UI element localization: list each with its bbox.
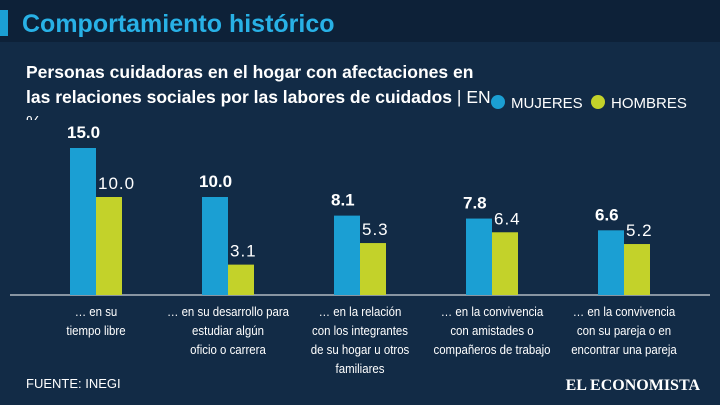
value-label: 10.0 — [199, 172, 232, 191]
x-tick-label: … en la convivencia con amistades o comp… — [433, 304, 551, 357]
bar — [70, 148, 96, 295]
value-label: 5.2 — [626, 221, 653, 240]
bar — [96, 197, 122, 295]
bar — [492, 232, 518, 295]
value-label: 6.6 — [595, 205, 619, 224]
bar — [360, 243, 386, 295]
unit: EN % — [26, 87, 491, 120]
bar — [598, 230, 624, 295]
value-label: 8.1 — [331, 191, 355, 210]
bar — [228, 264, 254, 295]
value-label: 6.4 — [494, 209, 521, 228]
bar — [202, 197, 228, 295]
header-title: Comportamiento histórico — [22, 10, 335, 38]
bar — [466, 218, 492, 295]
x-tick-label: … en la relación con los integrantes de … — [310, 304, 410, 376]
value-label: 10.0 — [98, 174, 135, 193]
bar — [334, 215, 360, 295]
x-tick-label: … en su desarrollo para estudiar algún o… — [166, 304, 290, 357]
legend-label: MUJERES — [511, 95, 583, 112]
source: FUENTE: INEGI — [26, 376, 121, 391]
value-label: 5.3 — [362, 220, 389, 239]
chart-title: Personas cuidadoras en el hogar con afec… — [26, 62, 474, 107]
bar — [624, 244, 650, 295]
x-tick-label: … en su tiempo libre — [66, 304, 126, 338]
value-label: 3.1 — [230, 242, 257, 261]
legend-swatch — [491, 95, 505, 109]
legend-swatch — [591, 95, 605, 109]
header-band — [0, 0, 720, 42]
x-tick-label: … en la convivencia con su pareja o en e… — [571, 304, 677, 357]
header-accent — [0, 10, 8, 36]
value-label: 15.0 — [67, 123, 100, 142]
value-label: 7.8 — [463, 194, 487, 213]
brand: EL ECONOMISTA — [566, 377, 701, 394]
subtitle-box: Personas cuidadoras en el hogar con afec… — [26, 62, 491, 120]
legend-label: HOMBRES — [611, 95, 687, 112]
